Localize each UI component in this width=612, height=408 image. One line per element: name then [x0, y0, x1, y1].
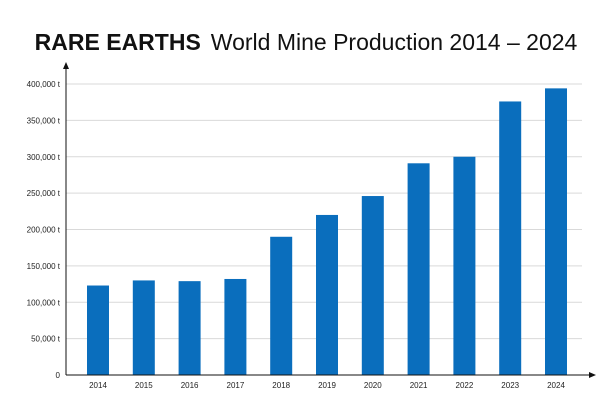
- y-tick-label: 50,000 t: [31, 335, 61, 344]
- y-tick-label: 0: [56, 371, 61, 380]
- chart-title-bold: RARE EARTHS: [34, 29, 201, 55]
- bar-2018: [270, 236, 293, 375]
- y-tick-label: 350,000 t: [27, 116, 61, 125]
- bar-2017: [224, 278, 247, 375]
- y-tick-label: 250,000 t: [27, 189, 61, 198]
- chart-title: RARE EARTHS World Mine Production 2014 – …: [0, 28, 612, 56]
- x-tick-labels: 2014 2015 2016 2017 2018 2019 2020 2021 2022 2023…: [89, 381, 565, 390]
- x-axis-arrow: [589, 372, 596, 378]
- y-axis-arrow: [63, 62, 69, 69]
- y-tick-label: 400,000 t: [27, 80, 61, 89]
- x-tick-label: 2018: [272, 381, 290, 390]
- bars: [87, 88, 567, 376]
- bar-2014: [87, 285, 109, 375]
- bar-2023: [499, 101, 522, 376]
- bar-2021: [407, 163, 430, 375]
- y-tick-label: 300,000 t: [27, 153, 61, 162]
- x-tick-label: 2016: [181, 381, 199, 390]
- x-tick-label: 2014: [89, 381, 107, 390]
- x-tick-label: 2017: [227, 381, 245, 390]
- chart-title-rest: World Mine Production 2014 – 2024: [210, 29, 578, 55]
- x-tick-label: 2020: [364, 381, 382, 390]
- x-tick-label: 2021: [410, 381, 428, 390]
- y-tick-labels: 0 50,000 t 100,000 t 150,000 t 200,000 t 250,…: [27, 80, 61, 380]
- x-tick-label: 2022: [456, 381, 474, 390]
- x-tick-label: 2019: [318, 381, 336, 390]
- axes: [63, 62, 596, 378]
- y-tick-label: 100,000 t: [27, 298, 61, 307]
- bar-2020: [361, 196, 384, 375]
- x-tick-label: 2015: [135, 381, 153, 390]
- bar-2016: [178, 281, 201, 375]
- bar-2019: [316, 214, 338, 375]
- x-tick-label: 2024: [547, 381, 565, 390]
- bar-2022: [453, 156, 476, 375]
- y-tick-label: 200,000 t: [27, 226, 61, 235]
- y-tick-label: 150,000 t: [27, 262, 61, 271]
- bar-2024: [545, 88, 567, 376]
- x-tick-label: 2023: [501, 381, 519, 390]
- bar-2015: [132, 280, 155, 375]
